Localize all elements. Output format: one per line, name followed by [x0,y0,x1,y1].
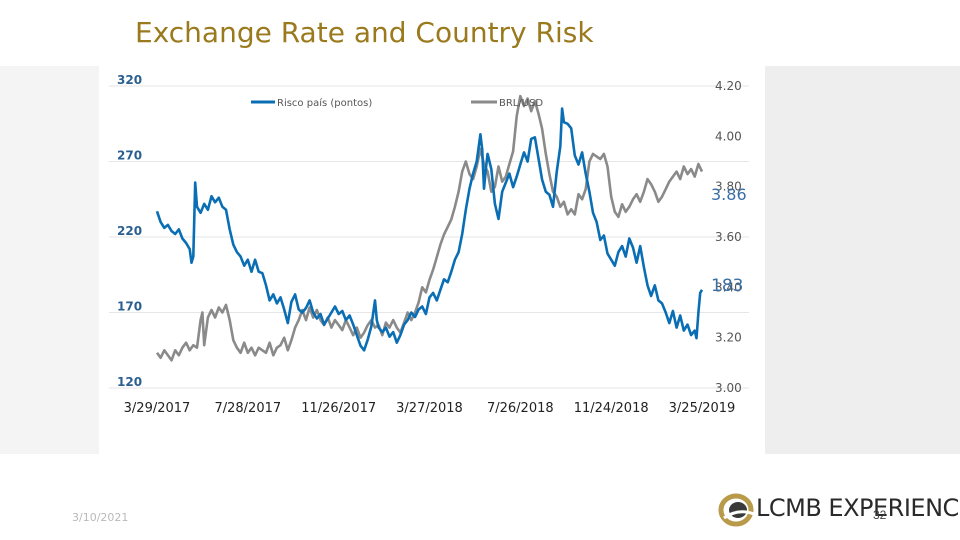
background-right-panel [765,66,960,454]
left-tick-label: 320 [117,73,142,87]
right-tick-label: 3.20 [715,331,742,345]
left-tick-label: 220 [117,224,142,238]
right-tick-label: 3.40 [715,280,742,294]
x-tick-label: 7/28/2017 [214,401,281,416]
left-axis-ticks: 320 270 220 170 120 [117,73,142,389]
right-tick-label: 3.80 [715,180,742,194]
x-tick-label: 3/25/2019 [669,401,736,416]
background-left-panel [0,66,99,454]
legend-label-fx: BRL/USD [499,98,543,109]
footer-date: 3/10/2021 [72,511,129,524]
left-tick-label: 170 [117,300,142,314]
annotation-last-risk: 183 [711,276,743,296]
series-lines [155,94,704,362]
left-tick-label: 270 [117,149,142,163]
logo-text: LCMB EXPERIENCE [756,494,960,522]
slide-title: Exchange Rate and Country Risk [135,16,594,49]
legend: Risco país (pontos) BRL/USD [251,97,543,109]
right-axis-ticks: 4.20 4.00 3.80 3.60 3.40 3.20 3.00 [715,79,742,395]
annotation-last-fx: 3.86 [711,185,747,204]
x-tick-label: 11/26/2017 [301,401,376,416]
chart-panel: 320 270 220 170 120 4.20 4.00 3.80 3.60 3.40 3.20… [99,66,765,454]
x-tick-label: 7/26/2018 [487,401,554,416]
series-line-risk [155,107,704,352]
right-tick-label: 4.00 [715,129,742,143]
x-axis-ticks: 3/29/2017 7/28/2017 11/26/2017 3/27/2018 7/2… [124,401,736,416]
exchange-rate-country-risk-chart: 320 270 220 170 120 4.20 4.00 3.80 3.60 3.40 3.20… [109,73,749,416]
x-tick-label: 3/27/2018 [396,401,463,416]
logo-swoosh-icon [718,493,755,527]
right-tick-label: 3.60 [715,230,742,244]
page-number: 32 [873,508,887,522]
right-tick-label: 4.20 [715,79,742,93]
series-line-fx [155,94,704,362]
right-tick-label: 3.00 [715,381,742,395]
lcmb-logo: LCMB EXPERIENCE [718,488,960,532]
x-tick-label: 3/29/2017 [124,401,191,416]
left-tick-label: 120 [117,375,142,389]
x-tick-label: 11/24/2018 [574,401,649,416]
legend-label-risk: Risco país (pontos) [277,97,372,109]
